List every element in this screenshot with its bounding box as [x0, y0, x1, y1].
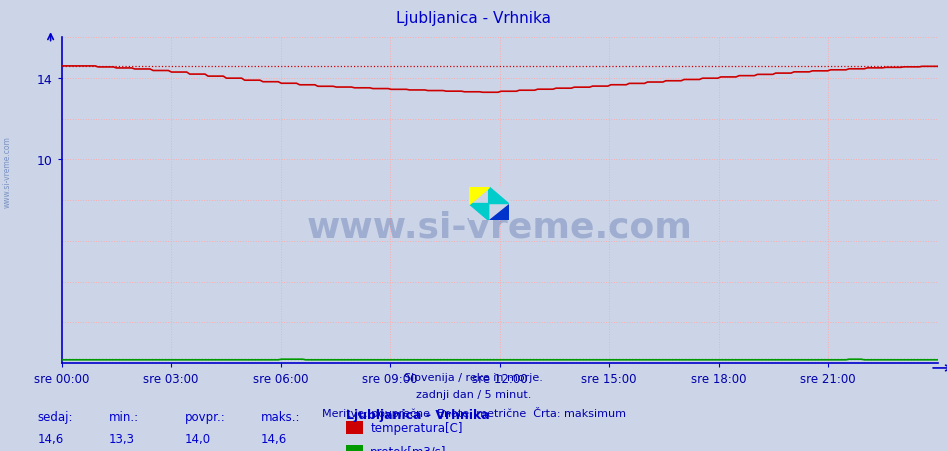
Text: 14,6: 14,6	[260, 432, 287, 445]
Text: min.:: min.:	[109, 410, 139, 423]
Text: Meritve: povprečne  Enote: metrične  Črta: maksimum: Meritve: povprečne Enote: metrične Črta:…	[321, 406, 626, 419]
Text: www.si-vreme.com: www.si-vreme.com	[3, 135, 12, 207]
Text: 14,6: 14,6	[38, 432, 64, 445]
Text: maks.:: maks.:	[260, 410, 300, 423]
Text: Ljubljanica - Vrhnika: Ljubljanica - Vrhnika	[396, 11, 551, 26]
Text: Ljubljanica - Vrhnika: Ljubljanica - Vrhnika	[346, 408, 490, 421]
Text: temperatura[C]: temperatura[C]	[370, 421, 463, 434]
Text: sedaj:: sedaj:	[38, 410, 73, 423]
Text: www.si-vreme.com: www.si-vreme.com	[307, 210, 692, 244]
Text: 13,3: 13,3	[109, 432, 134, 445]
Polygon shape	[489, 204, 509, 221]
Text: 14,0: 14,0	[185, 432, 211, 445]
Polygon shape	[469, 187, 489, 204]
Text: pretok[m3/s]: pretok[m3/s]	[370, 445, 447, 451]
Text: Slovenija / reke in morje.: Slovenija / reke in morje.	[404, 372, 543, 382]
Polygon shape	[469, 187, 509, 221]
Text: povpr.:: povpr.:	[185, 410, 225, 423]
Text: zadnji dan / 5 minut.: zadnji dan / 5 minut.	[416, 389, 531, 399]
